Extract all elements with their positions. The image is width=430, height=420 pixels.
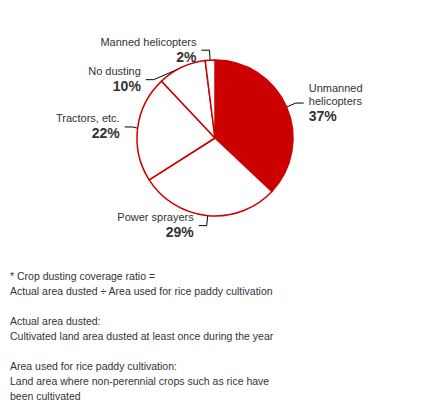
svg-text:2%: 2% — [176, 49, 197, 65]
svg-text:22%: 22% — [92, 125, 121, 141]
svg-text:29%: 29% — [166, 224, 195, 240]
svg-text:helicopters: helicopters — [309, 95, 363, 107]
svg-text:No dusting: No dusting — [88, 65, 141, 77]
svg-text:* Crop dusting coverage ratio: * Crop dusting coverage ratio = — [10, 270, 155, 282]
svg-text:Area used for rice paddy culti: Area used for rice paddy cultivation: — [10, 360, 177, 372]
svg-text:Manned helicopters: Manned helicopters — [100, 36, 197, 48]
svg-text:37%: 37% — [309, 108, 338, 124]
svg-text:Land area where non-perennial: Land area where non-perennial crops such… — [10, 375, 269, 387]
svg-text:Unmanned: Unmanned — [309, 82, 363, 94]
svg-text:Tractors, etc.: Tractors, etc. — [56, 112, 120, 124]
svg-text:been cultivated: been cultivated — [10, 390, 81, 402]
svg-text:Cultivated land area dusted at: Cultivated land area dusted at least onc… — [10, 330, 274, 342]
svg-text:10%: 10% — [113, 78, 142, 94]
svg-text:Power sprayers: Power sprayers — [117, 211, 194, 223]
svg-text:Actual area dusted ÷ Area used: Actual area dusted ÷ Area used for rice … — [10, 285, 273, 297]
svg-text:Actual area dusted:: Actual area dusted: — [10, 315, 100, 327]
